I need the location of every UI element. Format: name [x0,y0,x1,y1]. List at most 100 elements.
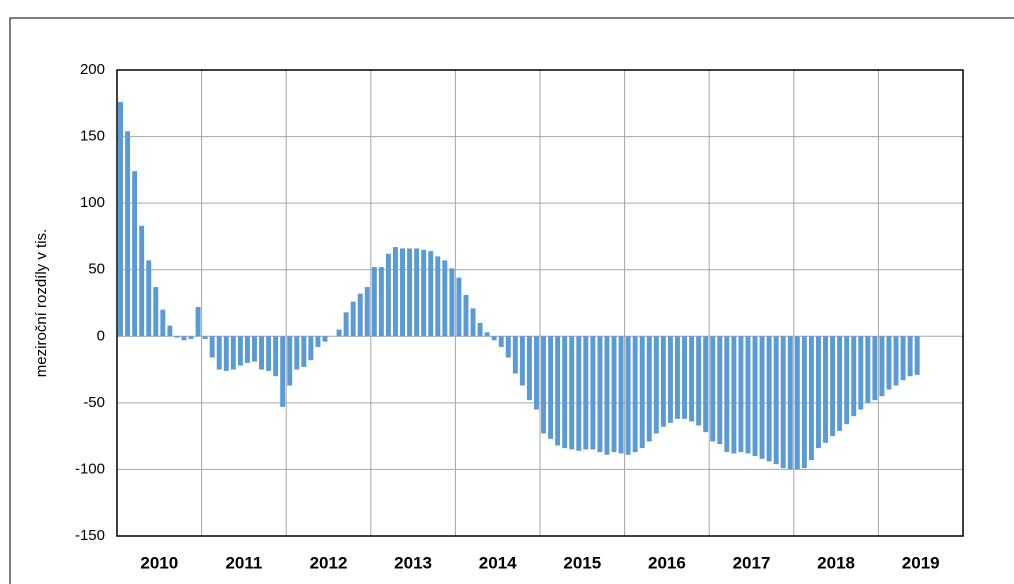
bar [385,253,391,337]
bar [541,336,546,434]
bar [752,336,758,457]
bar [837,336,843,431]
bar [893,336,899,386]
bar [886,336,892,390]
bar [696,336,702,426]
bar [569,336,575,450]
bar [548,336,554,439]
bar [202,336,208,339]
bar [343,312,349,337]
y-axis-label: meziroční rozdíly v tis. [33,229,50,377]
bar [244,336,250,363]
bar [851,336,857,417]
bar [703,336,709,433]
bar [907,336,913,377]
bar [618,336,624,454]
bar [766,336,772,462]
bar [787,336,793,470]
bar [808,336,814,461]
bar [181,336,187,341]
y-tick-label: 0 [97,327,105,344]
bar [146,260,152,337]
bar [597,336,603,453]
bar [590,336,596,450]
bar [132,171,138,337]
x-tick-label: 2017 [733,553,771,572]
x-tick-label: 2018 [817,553,855,572]
bar [519,336,525,386]
bar [823,336,828,443]
x-tick-label: 2015 [563,553,601,572]
bar [301,336,307,367]
bar [336,329,342,337]
bar [689,336,695,422]
frame [9,17,1014,584]
bar [801,336,807,469]
bar [139,225,145,337]
bar [914,336,920,375]
bar [738,336,744,453]
y-tick-label: -150 [75,527,105,544]
bar [350,301,356,337]
bar [555,336,561,446]
bar [576,336,582,451]
bar [259,336,264,370]
bar [287,336,293,386]
bar [491,336,497,341]
bar [731,336,737,454]
bar [660,336,666,427]
bar [322,336,328,342]
bar [512,336,518,374]
x-tick-label: 2016 [648,553,686,572]
bar [435,256,441,337]
bar [273,336,279,377]
bar [449,268,455,337]
bar [223,336,229,371]
bar [717,336,723,445]
bar [484,332,490,337]
y-tick-label: 150 [80,128,105,145]
bar [583,336,589,450]
bar [562,336,568,449]
bar [421,249,427,337]
bar [188,336,194,339]
bar [407,248,413,337]
bar [153,287,159,337]
bar [646,336,652,442]
bar [308,336,314,361]
y-tick-label: 100 [80,194,105,211]
bar [216,336,222,370]
bar [675,336,680,419]
bar [830,336,836,437]
bar [414,248,420,337]
bar [611,336,617,453]
bar [428,251,434,337]
bar [667,336,673,423]
bar [816,336,821,449]
bar [357,293,363,337]
x-tick-label: 2014 [479,553,517,572]
bar [639,336,645,449]
bar [759,336,765,459]
bar [378,267,384,337]
bar [745,336,751,454]
bar [167,325,173,337]
bar [209,336,215,358]
bar [710,336,716,442]
x-tick-label: 2010 [140,553,178,572]
x-tick-label: 2013 [394,553,432,572]
bar [498,336,504,347]
bar [237,336,243,366]
bar [858,336,864,410]
bar [400,248,405,337]
bar [879,336,885,397]
bar [266,336,272,371]
bar [125,131,131,337]
x-tick-label: 2011 [225,553,262,572]
plot-border [116,69,964,537]
y-tick-label: -50 [83,394,105,411]
bar [252,336,257,362]
bar [534,336,539,410]
bar [315,336,321,347]
